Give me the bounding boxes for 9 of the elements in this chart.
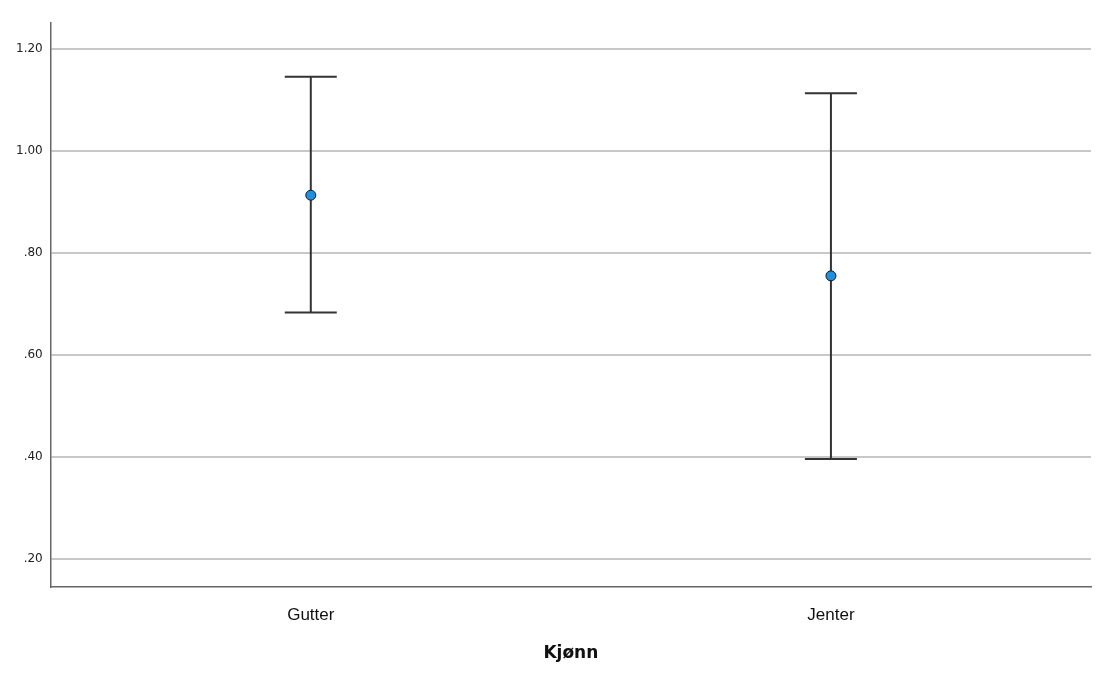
x-tick-label: Gutter [287, 605, 335, 625]
y-tick-label: .80 [23, 245, 43, 260]
x-axis-title: Kjønn [543, 642, 599, 663]
y-tick-label: 1.20 [16, 40, 43, 55]
y-tick-label: 1.00 [16, 142, 43, 157]
y-tick-label: .20 [23, 551, 43, 566]
y-tick-label: .40 [23, 449, 43, 464]
x-tick-label: Jenter [807, 605, 855, 625]
y-tick-label: .60 [23, 347, 43, 362]
